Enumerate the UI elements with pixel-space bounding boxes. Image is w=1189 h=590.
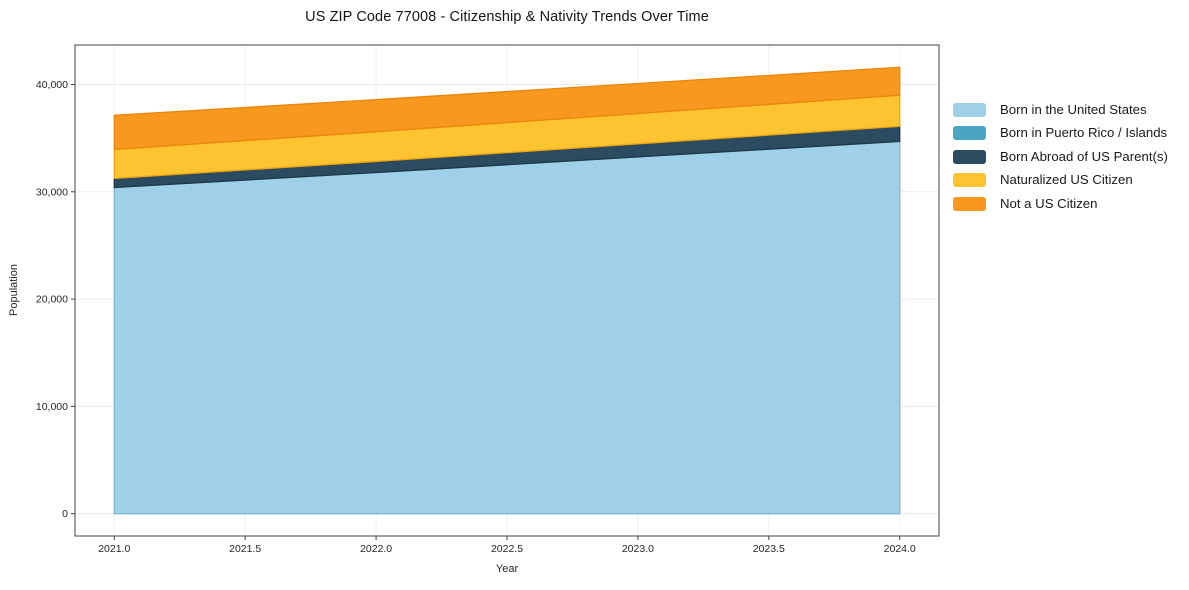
y-tick-label: 0 <box>62 508 68 520</box>
legend-swatch <box>953 173 986 188</box>
legend-swatch <box>953 149 986 164</box>
legend-item: Naturalized US Citizen <box>953 172 1168 188</box>
x-tick-label: 2023.0 <box>622 543 654 555</box>
area-series-4 <box>113 66 901 151</box>
legend-label: Naturalized US Citizen <box>1000 172 1133 188</box>
x-tick-label: 2023.5 <box>753 543 785 555</box>
x-tick-label: 2024.0 <box>884 543 916 555</box>
legend-swatch <box>953 103 986 117</box>
y-tick-label: 40,000 <box>36 79 68 91</box>
legend: Born in the United States Born in Puerto … <box>953 103 1168 220</box>
y-tick-label: 30,000 <box>36 186 68 198</box>
legend-swatch <box>953 126 986 141</box>
chart-title: US ZIP Code 77008 - Citizenship & Nativi… <box>305 9 709 25</box>
legend-label: Born in Puerto Rico / Islands <box>1000 125 1168 141</box>
x-axis-label: Year <box>495 563 519 575</box>
areas <box>113 66 901 515</box>
y-axis-label: Population <box>8 264 20 316</box>
x-tick-label: 2022.5 <box>491 543 523 555</box>
legend-item: Not a US Citizen <box>953 195 1168 211</box>
y-tick-label: 20,000 <box>36 294 68 306</box>
x-tick-label: 2021.5 <box>229 543 261 555</box>
ticks: 2021.0 2021.5 2022.0 2022.5 2023.0 2023.5 2024… <box>36 79 916 555</box>
legend-item: Born in Puerto Rico / Islands <box>953 125 1168 141</box>
legend-item: Born in the United States <box>953 103 1168 117</box>
legend-swatch <box>953 196 986 211</box>
legend-label: Born Abroad of US Parent(s) <box>1000 148 1168 164</box>
legend-item: Born Abroad of US Parent(s) <box>953 148 1168 164</box>
x-tick-label: 2022.0 <box>360 543 392 555</box>
area-series-0 <box>113 140 901 515</box>
legend-label: Not a US Citizen <box>1000 195 1098 211</box>
legend-label: Born in the United States <box>1000 102 1147 117</box>
x-tick-label: 2021.0 <box>98 543 130 555</box>
y-tick-label: 10,000 <box>36 401 68 413</box>
